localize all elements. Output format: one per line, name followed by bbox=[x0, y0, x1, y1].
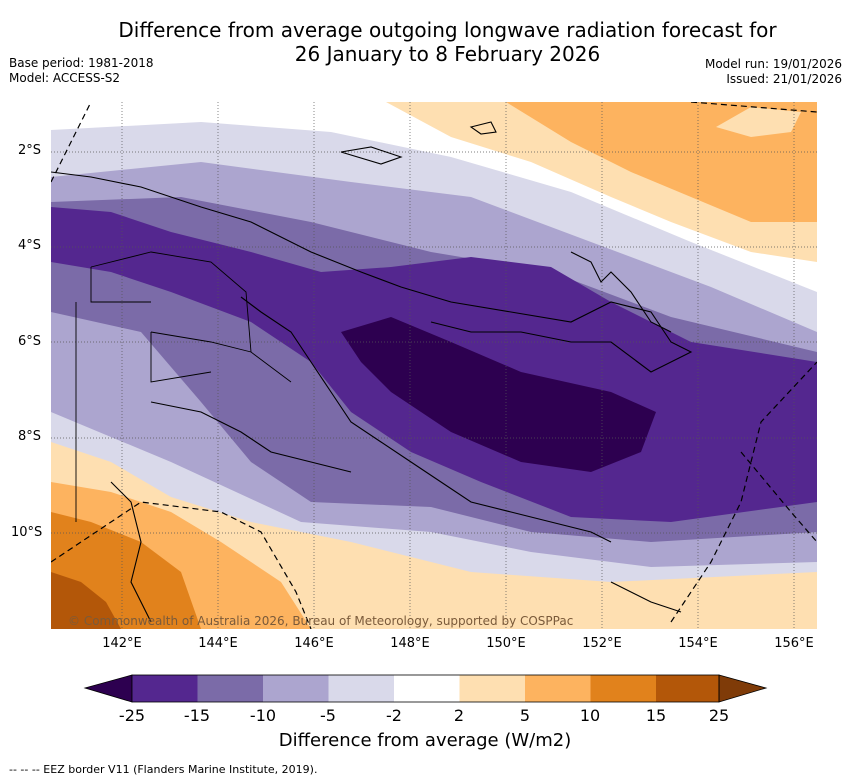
colorbar-label-10: 10 bbox=[579, 706, 601, 725]
run-info: Model run: 19/01/2026 Issued: 21/01/2026 bbox=[705, 57, 842, 87]
model-info: Base period: 1981-2018 Model: ACCESS-S2 bbox=[9, 56, 154, 86]
lat-tick-2s: 2°S bbox=[18, 143, 42, 158]
coastlines bbox=[51, 121, 693, 623]
model-run: Model run: 19/01/2026 bbox=[704, 57, 842, 71]
colorbar-outline bbox=[131, 674, 720, 703]
lat-tick-6s: 6°S bbox=[18, 334, 42, 349]
colorbar-label-m5: -5 bbox=[320, 706, 336, 725]
colorbar-swatch-5to10 bbox=[525, 675, 591, 702]
colorbar-label-m10: -10 bbox=[249, 706, 277, 725]
lon-tick-154e: 154°E bbox=[678, 636, 718, 651]
lon-tick-148e: 148°E bbox=[390, 636, 430, 651]
colorbar-label-m25: -25 bbox=[118, 706, 146, 725]
colorbar-swatch-m2to2 bbox=[394, 675, 460, 702]
colorbar-label-m2: -2 bbox=[386, 706, 402, 725]
colorbar-label-25: 25 bbox=[708, 706, 730, 725]
title-line-1: Difference from average outgoing longwav… bbox=[118, 18, 777, 42]
lon-tick-156e: 156°E bbox=[774, 636, 814, 651]
colorbar-swatch-below-m25 bbox=[83, 674, 133, 703]
lon-tick-146e: 146°E bbox=[294, 636, 334, 651]
issued-date: Issued: 21/01/2026 bbox=[726, 72, 842, 86]
eez-footnote: -- -- -- EEZ border V11 (Flanders Marine… bbox=[9, 763, 318, 776]
province-borders bbox=[75, 251, 292, 522]
colorbar-swatch-m15to10 bbox=[197, 675, 263, 702]
graticule bbox=[51, 102, 817, 629]
forecast-map bbox=[51, 102, 817, 629]
colorbar-label-15: 15 bbox=[645, 706, 667, 725]
copyright-notice: © Commonwealth of Australia 2026, Bureau… bbox=[68, 614, 574, 628]
lon-tick-142e: 142°E bbox=[102, 636, 142, 651]
colorbar-label-2: 2 bbox=[453, 706, 465, 725]
colorbar-swatch-15to25 bbox=[656, 675, 719, 702]
model-name: Model: ACCESS-S2 bbox=[9, 71, 121, 85]
colorbar-label-5: 5 bbox=[519, 706, 531, 725]
lon-tick-144e: 144°E bbox=[198, 636, 238, 651]
colorbar-swatch-m10to5 bbox=[263, 675, 329, 702]
title-line-2: 26 January to 8 February 2026 bbox=[294, 42, 601, 66]
lon-tick-150e: 150°E bbox=[486, 636, 526, 651]
map-canvas bbox=[51, 102, 817, 629]
lat-tick-4s: 4°S bbox=[18, 238, 42, 253]
anomaly-band-15to25-south bbox=[51, 572, 121, 629]
anomaly-band-2to5-north-inner bbox=[716, 107, 801, 137]
lon-tick-152e: 152°E bbox=[582, 636, 622, 651]
colorbar bbox=[83, 674, 768, 703]
map-title: Difference from average outgoing longwav… bbox=[0, 18, 850, 66]
base-period: Base period: 1981-2018 bbox=[9, 56, 154, 70]
colorbar-swatch-m5to2 bbox=[328, 675, 394, 702]
colorbar-label-m15: -15 bbox=[183, 706, 211, 725]
anomaly-band-below-m25 bbox=[341, 317, 656, 472]
colorbar-swatch-2to5 bbox=[459, 675, 525, 702]
colorbar-swatch-m25to15 bbox=[132, 675, 198, 702]
lat-tick-8s: 8°S bbox=[18, 429, 42, 444]
lat-tick-10s: 10°S bbox=[11, 525, 43, 540]
colorbar-title: Difference from average (W/m2) bbox=[278, 730, 572, 751]
colorbar-swatch-10to15 bbox=[590, 675, 656, 702]
colorbar-swatch-above-25 bbox=[718, 674, 768, 703]
eez-borders bbox=[51, 102, 817, 629]
